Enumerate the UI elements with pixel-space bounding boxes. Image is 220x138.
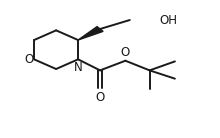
Text: O: O (95, 91, 105, 104)
Text: O: O (121, 46, 130, 59)
Text: N: N (74, 61, 83, 74)
Text: OH: OH (160, 14, 178, 26)
Polygon shape (78, 27, 103, 40)
Text: O: O (24, 53, 33, 66)
